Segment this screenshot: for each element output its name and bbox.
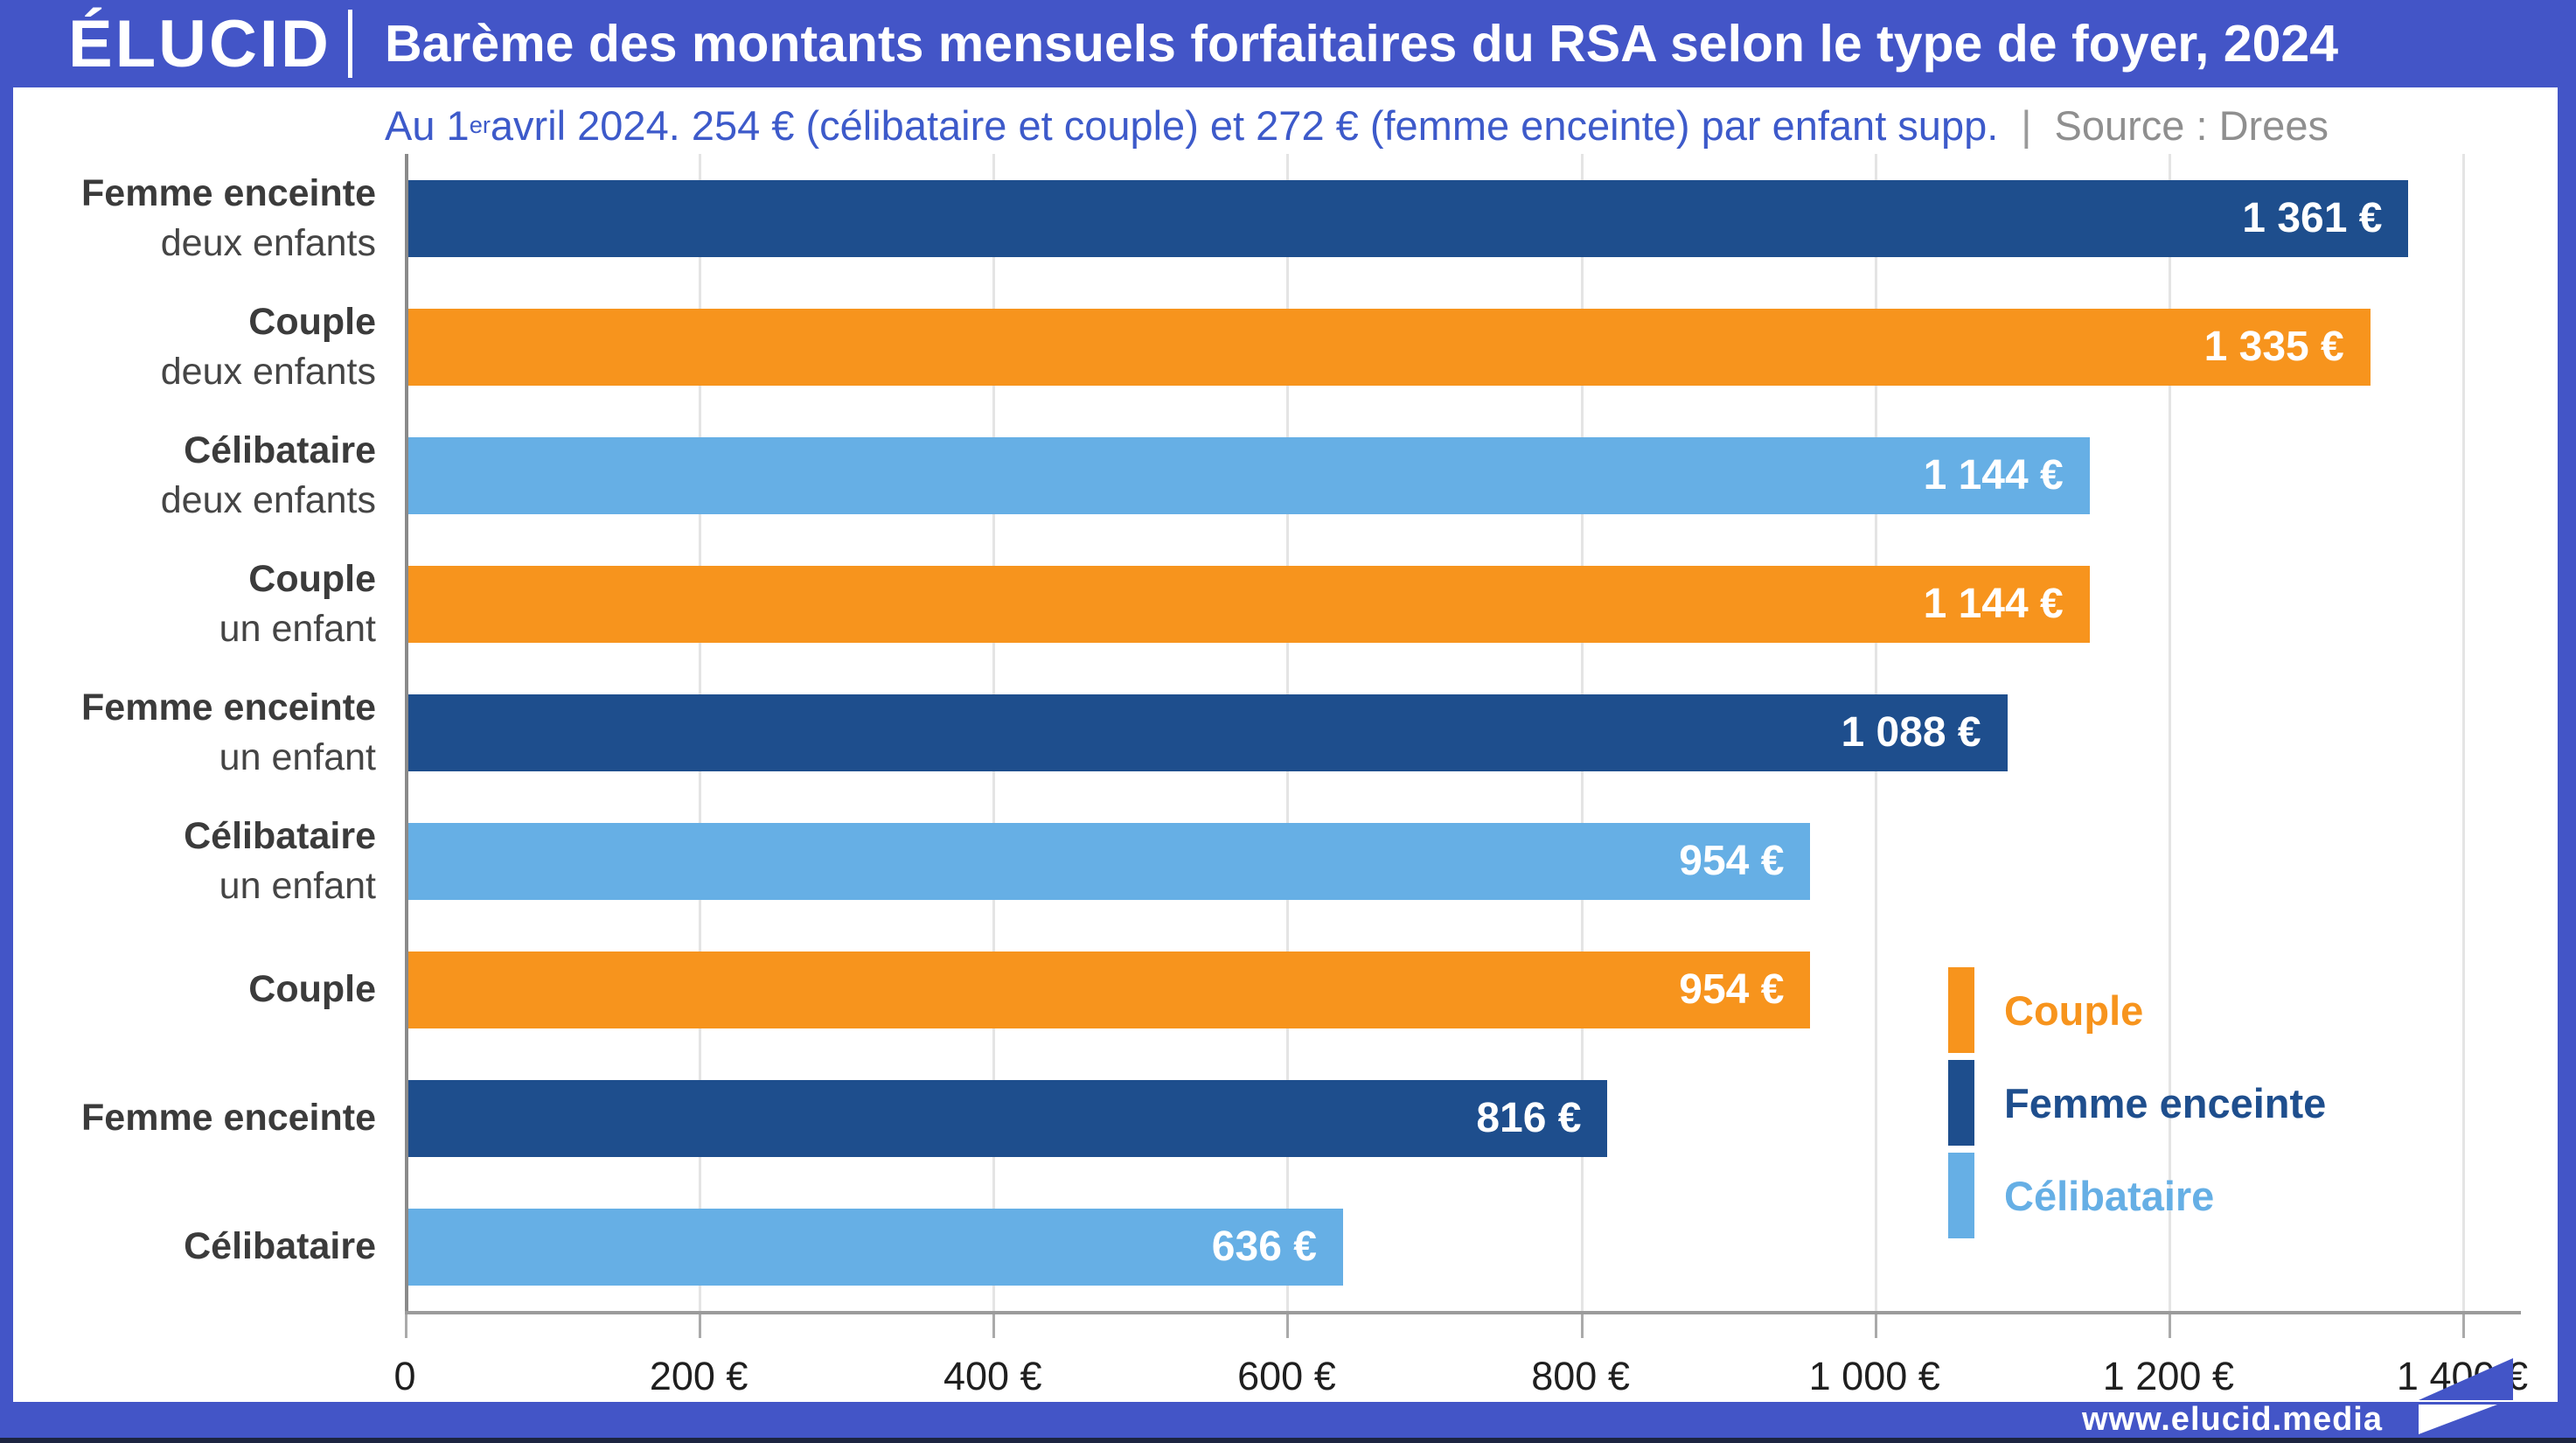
bar-value-label: 1 088 €	[1841, 709, 1981, 756]
axis-tick-label: 1 200 €	[2102, 1354, 2234, 1398]
legend-swatch	[1948, 1153, 1974, 1238]
category-label-line1: Célibataire	[184, 814, 376, 857]
legend-swatch	[1948, 967, 1974, 1053]
elucid-logo: ÉLUCID	[68, 6, 331, 81]
bar-value-label: 1 335 €	[2204, 324, 2344, 370]
category-label-line2: deux enfants	[160, 350, 376, 393]
legend-item: Célibataire	[1948, 1153, 2326, 1238]
category-label: Femme enceinte un enfant	[31, 668, 376, 797]
gridline	[2168, 154, 2171, 1311]
category-label-line1: Couple	[248, 300, 376, 343]
category-label: Célibataire un enfant	[31, 797, 376, 925]
bar-value-label: 1 361 €	[2242, 195, 2383, 241]
category-label-line1: Célibataire	[184, 1225, 376, 1267]
bar-value-label: 1 144 €	[1923, 581, 2064, 627]
category-label: Couple un enfant	[31, 540, 376, 668]
legend-label: Couple	[2004, 986, 2144, 1034]
y-axis-spine	[405, 154, 408, 1314]
header-bar: ÉLUCID Barème des montants mensuels forf…	[0, 0, 2576, 87]
chart-bar: 954 €	[408, 822, 1811, 900]
axis-tick	[992, 1314, 996, 1338]
category-label: Célibataire deux enfants	[31, 411, 376, 540]
category-label-line2: deux enfants	[160, 221, 376, 264]
bar-value-label: 816 €	[1476, 1095, 1582, 1141]
elucid-flag-icon	[2419, 1358, 2513, 1434]
subtitle-text-rest: avril 2024. 254 € (célibataire et couple…	[490, 101, 1999, 149]
axis-tick	[2168, 1314, 2171, 1338]
category-label-line2: un enfant	[219, 864, 376, 907]
footer-edge-line	[0, 1438, 2576, 1443]
legend-swatch	[1948, 1060, 1974, 1146]
website-label: www.elucid.media	[2081, 1401, 2383, 1438]
subtitle-separator: |	[2021, 101, 2032, 149]
axis-tick	[1874, 1314, 1877, 1338]
category-label-line1: Couple	[248, 968, 376, 1010]
category-label: Couple	[31, 925, 376, 1054]
legend-item: Couple	[1948, 967, 2326, 1053]
category-label: Femme enceinte	[31, 1054, 376, 1182]
chart-bar: 1 361 €	[408, 179, 2409, 257]
category-label-line2: deux enfants	[160, 478, 376, 521]
page-title: Barème des montants mensuels forfaitaire…	[385, 15, 2339, 73]
legend: Couple Femme enceinte Célibataire	[1948, 967, 2326, 1245]
chart-bar: 636 €	[408, 1208, 1343, 1286]
category-label-line1: Célibataire	[184, 429, 376, 471]
header-divider	[348, 10, 352, 78]
gridline	[2462, 154, 2465, 1311]
chart-bar: 1 144 €	[408, 436, 2090, 514]
category-label-line1: Couple	[248, 557, 376, 600]
chart-bar: 1 144 €	[408, 565, 2090, 643]
legend-item: Femme enceinte	[1948, 1060, 2326, 1146]
category-label: Couple deux enfants	[31, 282, 376, 411]
category-label: Célibataire	[31, 1182, 376, 1311]
category-label-line2: un enfant	[219, 607, 376, 650]
legend-label: Célibataire	[2004, 1172, 2215, 1219]
axis-tick	[1580, 1314, 1584, 1338]
chart-canvas: Au 1 er avril 2024. 254 € (célibataire et…	[13, 87, 2558, 1402]
category-label-line1: Femme enceinte	[81, 1097, 376, 1139]
axis-tick	[405, 1314, 407, 1338]
bar-value-label: 954 €	[1679, 838, 1785, 884]
axis-tick-label: 800 €	[1531, 1354, 1630, 1398]
category-label: Femme enceinte deux enfants	[31, 154, 376, 282]
chart-subtitle: Au 1 er avril 2024. 254 € (célibataire et…	[385, 101, 2329, 149]
axis-tick	[2462, 1314, 2465, 1338]
chart-bar: 954 €	[408, 951, 1811, 1028]
axis-tick-label: 0	[393, 1354, 416, 1398]
axis-tick-label: 600 €	[1237, 1354, 1336, 1398]
chart-bar: 1 088 €	[408, 694, 2008, 771]
axis-tick-label: 400 €	[943, 1354, 1042, 1398]
bar-value-label: 954 €	[1679, 966, 1785, 1013]
footer-bar: www.elucid.media	[0, 1358, 2576, 1438]
axis-tick-label: 1 000 €	[1808, 1354, 1940, 1398]
axis-tick-label: 200 €	[649, 1354, 748, 1398]
legend-label: Femme enceinte	[2004, 1079, 2327, 1126]
bar-value-label: 1 144 €	[1923, 452, 2064, 498]
category-label-line1: Femme enceinte	[81, 171, 376, 214]
category-label-line2: un enfant	[219, 735, 376, 778]
subtitle-text-prefix: Au 1	[385, 101, 470, 149]
axis-tick	[699, 1314, 702, 1338]
x-axis-line	[405, 1311, 2521, 1314]
category-label-line1: Femme enceinte	[81, 686, 376, 728]
source-label: Source : Drees	[2054, 101, 2329, 149]
plot-area: 0 200 €400 €600 €800 €1 000 €1 200 €1 400…	[393, 154, 2528, 1398]
chart-bar: 1 335 €	[408, 308, 2371, 386]
axis-tick	[1286, 1314, 1290, 1338]
chart-bar: 816 €	[408, 1079, 1608, 1157]
bar-value-label: 636 €	[1211, 1223, 1317, 1270]
